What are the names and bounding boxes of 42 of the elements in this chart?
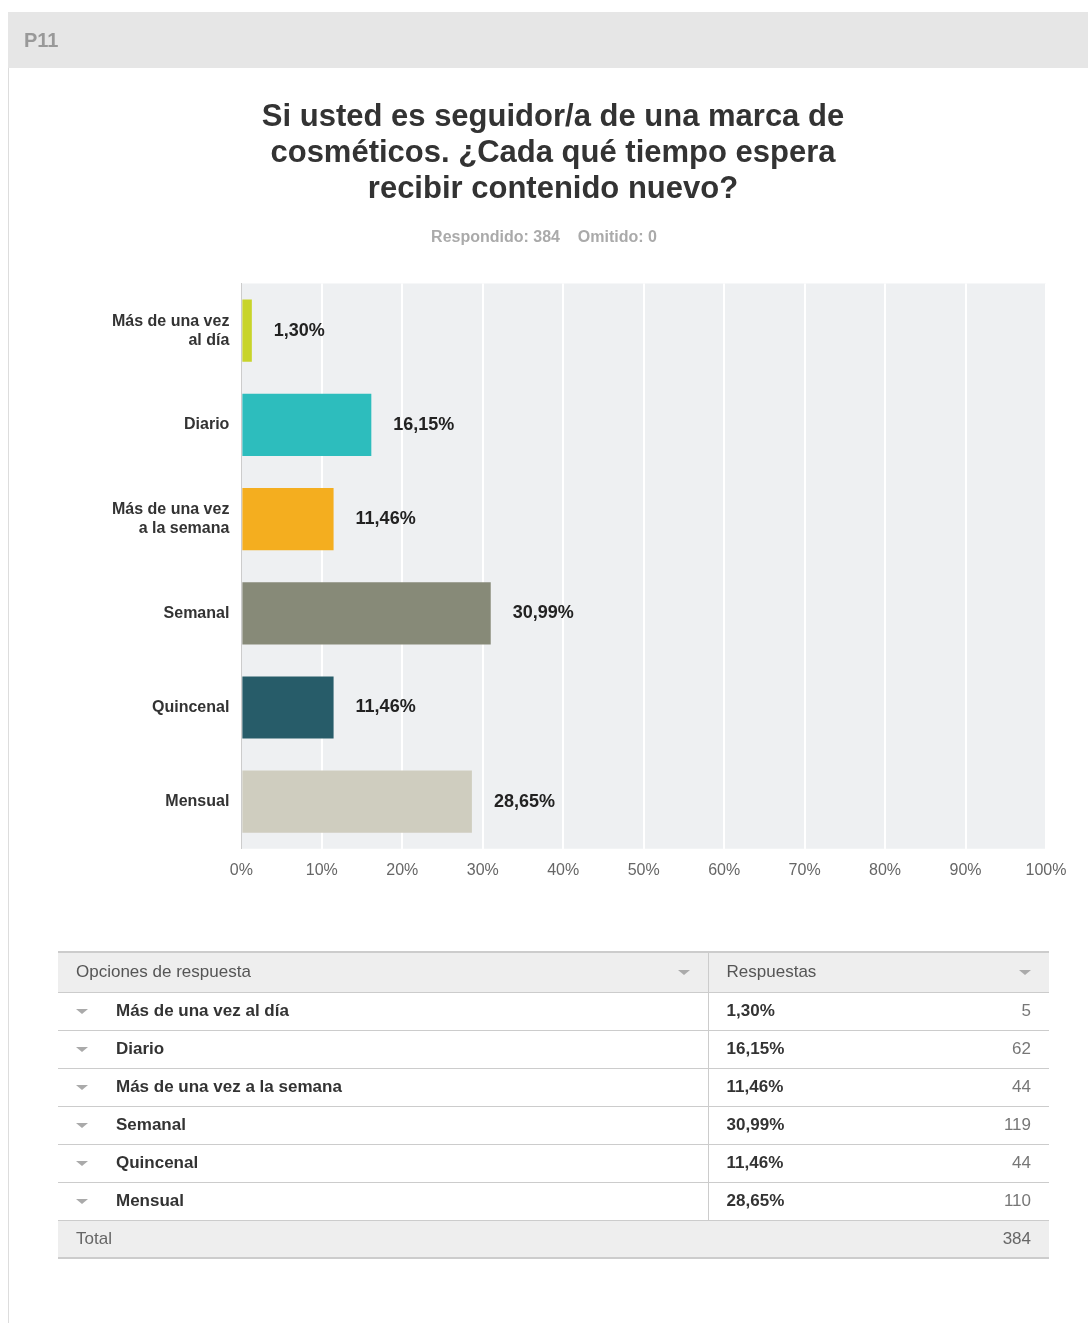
x-tick-label: 0% (229, 860, 253, 878)
text: 62 (910, 1030, 1049, 1068)
data-label: 30,99% (512, 602, 574, 623)
x-tick-label: 40% (547, 860, 580, 878)
text: 11,46% (726, 1153, 784, 1172)
text: 16,15% (726, 1039, 785, 1058)
text: 110 (910, 1182, 1049, 1220)
data-label: 1,30% (273, 319, 325, 340)
text: 384 (910, 1220, 1049, 1258)
data-label: 11,46% (355, 508, 416, 529)
text: 119 (910, 1106, 1049, 1144)
y-tick-label: Mensual (165, 792, 230, 810)
x-tick-label: 80% (869, 860, 902, 878)
text: 44 (910, 1068, 1049, 1106)
x-tick-label: 20% (386, 860, 419, 878)
x-tick-label: 70% (788, 860, 821, 878)
y-tick-label: Más de una vez al día (112, 311, 230, 348)
y-tick-label: Diario (184, 415, 230, 433)
data-label: 11,46% (355, 696, 416, 717)
text: Total (58, 1220, 911, 1258)
text: 44 (910, 1144, 1049, 1182)
text: 11,46% (726, 1077, 784, 1096)
text: P11 (8, 12, 1088, 68)
chart-title: Si usted es seguidor/a de una marca de cosméticos. ¿Cada qué tiempo espera recibir contenido nuevo? (260, 98, 846, 206)
data-label: 28,65% (493, 790, 555, 811)
x-tick-label: 50% (627, 860, 660, 878)
text: 1,30% (726, 1001, 775, 1020)
text: Opciones de respuesta (58, 952, 709, 992)
text: 28,65% (726, 1191, 785, 1210)
data-label: 16,15% (393, 413, 455, 434)
text: 30,99% (726, 1115, 785, 1134)
y-tick-label: Más de una vez a la semana (112, 499, 230, 537)
x-tick-label: 90% (949, 860, 982, 878)
chart-subtitle: Respondido: 384 Omitido: 0 (430, 228, 658, 246)
y-tick-label: Semanal (163, 603, 230, 621)
x-tick-label: 10% (305, 860, 338, 878)
x-tick-label: 100% (1025, 860, 1067, 878)
x-tick-label: 60% (708, 860, 741, 878)
text: Respuestas (708, 952, 1049, 992)
x-tick-label: 30% (466, 860, 499, 878)
y-tick-label: Quincenal (152, 697, 230, 715)
text: 5 (910, 992, 1049, 1030)
